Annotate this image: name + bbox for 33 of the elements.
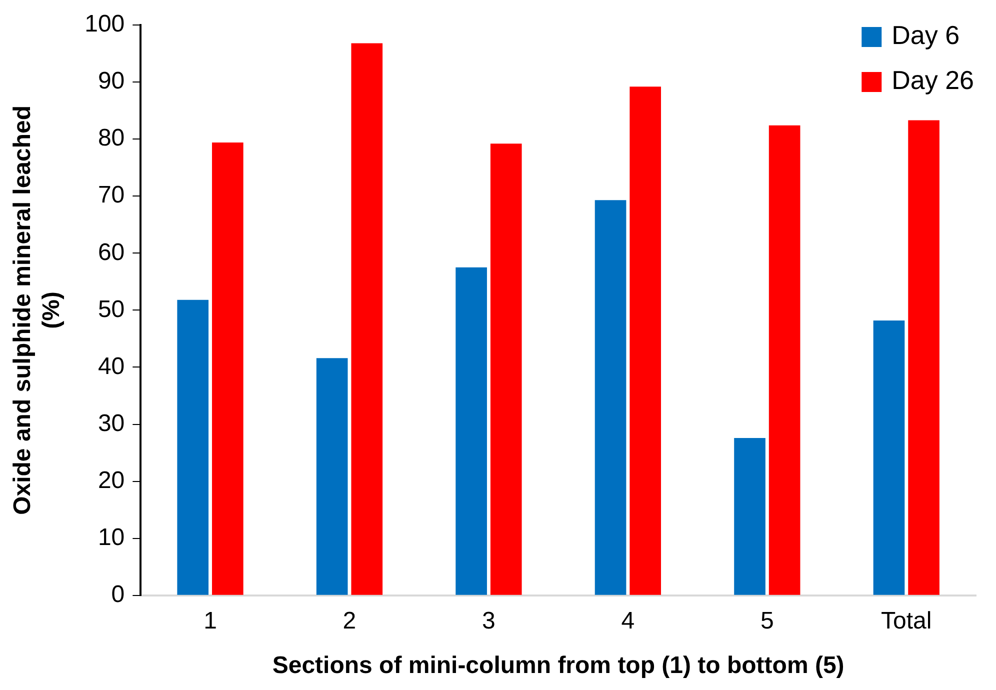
y-tick-label: 90	[98, 68, 125, 95]
bar	[490, 144, 522, 595]
bar	[177, 300, 209, 595]
bar	[734, 438, 766, 595]
y-tick-label: 30	[98, 410, 125, 437]
bar	[873, 320, 905, 595]
x-tick-label: 2	[342, 607, 356, 634]
y-tick-label: 10	[98, 524, 125, 551]
legend-label: Day 26	[892, 65, 974, 96]
x-tick-label: 4	[621, 607, 635, 634]
bar	[351, 43, 383, 595]
y-tick-label: 20	[98, 466, 125, 494]
x-tick-label: Total	[881, 607, 932, 634]
bar	[316, 358, 348, 595]
bar	[212, 142, 244, 595]
x-tick-label: 3	[482, 607, 496, 634]
y-tick-label: 70	[98, 182, 125, 209]
legend-label: Day 6	[892, 20, 960, 50]
x-tick-label: 1	[204, 607, 217, 634]
y-tick-label: 60	[98, 238, 125, 266]
bar	[456, 267, 487, 595]
y-tick-label: 80	[98, 124, 125, 152]
y-tick-label: 0	[111, 581, 125, 608]
bar	[908, 120, 940, 595]
bar	[768, 125, 800, 595]
x-tick-label: 5	[760, 607, 774, 634]
y-tick-label: 40	[98, 352, 125, 380]
y-axis-title: Oxide and sulphide mineral leached (%)	[9, 105, 65, 515]
bar	[630, 86, 661, 595]
bar	[594, 200, 626, 595]
y-tick-label: 100	[84, 10, 125, 38]
y-tick-label: 50	[98, 296, 125, 323]
x-axis-title: Sections of mini-column from top (1) to bottom (5)	[272, 652, 844, 680]
